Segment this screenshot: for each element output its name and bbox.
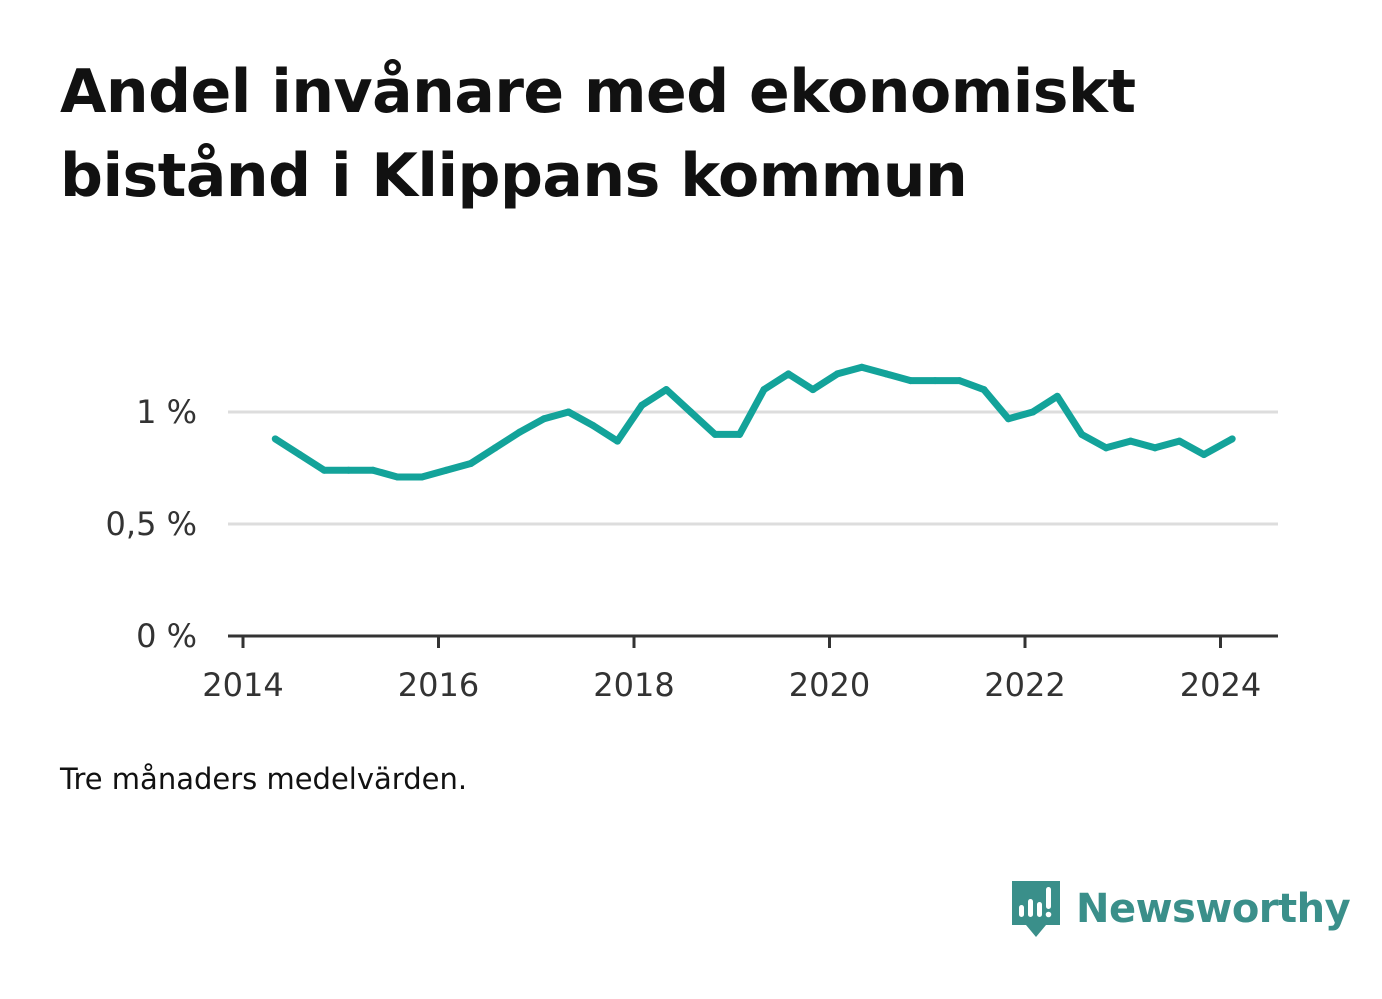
data-point — [711, 430, 719, 438]
data-point — [956, 377, 964, 385]
data-point — [467, 460, 475, 468]
data-point — [687, 408, 695, 416]
series-layer — [271, 363, 1236, 481]
data-point — [882, 370, 890, 378]
brand-name: Newsworthy — [1076, 886, 1351, 932]
x-tick-label: 2018 — [593, 666, 674, 704]
data-point — [320, 466, 328, 474]
data-point — [296, 451, 304, 459]
x-tick-label: 2024 — [1180, 666, 1261, 704]
data-point — [1200, 451, 1208, 459]
x-axis — [228, 634, 1278, 648]
newsworthy-logo-icon — [1012, 881, 1060, 937]
data-point — [1004, 415, 1012, 423]
data-point — [907, 377, 915, 385]
data-point — [662, 386, 670, 394]
data-point — [418, 473, 426, 481]
data-point — [1151, 444, 1159, 452]
data-point — [1175, 437, 1183, 445]
data-point — [613, 437, 621, 445]
data-point — [565, 408, 573, 416]
gridlines — [228, 410, 1278, 526]
data-point — [760, 386, 768, 394]
data-point — [516, 428, 524, 436]
footnote: Tre månaders medelvärden. — [60, 762, 468, 796]
x-axis-labels: 2014 2016 2018 2020 2022 2024 — [202, 666, 1261, 704]
data-point — [589, 421, 597, 429]
data-point — [540, 415, 548, 423]
data-point — [491, 444, 499, 452]
x-tick-label: 2020 — [789, 666, 870, 704]
data-point — [1228, 435, 1236, 443]
x-tick-label: 2022 — [984, 666, 1065, 704]
data-point — [1078, 430, 1086, 438]
data-point — [784, 370, 792, 378]
series-line — [273, 363, 1234, 481]
data-point — [1029, 408, 1037, 416]
line-chart: 0 % 0,5 % 1 % 2014 2016 2018 2020 2022 2024 — [106, 363, 1278, 704]
data-point — [809, 386, 817, 394]
brand-logo: Newsworthy — [1010, 878, 1351, 940]
data-point — [442, 466, 450, 474]
y-tick-label: 1 % — [136, 393, 197, 431]
y-axis-labels: 0 % 0,5 % 1 % — [106, 393, 197, 655]
data-point — [345, 466, 353, 474]
data-point — [271, 435, 279, 443]
data-point — [369, 466, 377, 474]
chart-title: Andel invånare med ekonomiskt bistånd i … — [60, 57, 1136, 211]
data-point — [1053, 392, 1061, 400]
data-point — [393, 473, 401, 481]
data-point — [1127, 437, 1135, 445]
x-tick-label: 2014 — [202, 666, 283, 704]
y-tick-label: 0,5 % — [106, 505, 197, 543]
x-tick-label: 2016 — [398, 666, 479, 704]
y-tick-label: 0 % — [136, 617, 197, 655]
data-point — [833, 370, 841, 378]
data-point — [638, 401, 646, 409]
data-point — [858, 363, 866, 371]
data-point — [1102, 444, 1110, 452]
data-point — [931, 377, 939, 385]
data-point — [980, 386, 988, 394]
data-point — [736, 430, 744, 438]
